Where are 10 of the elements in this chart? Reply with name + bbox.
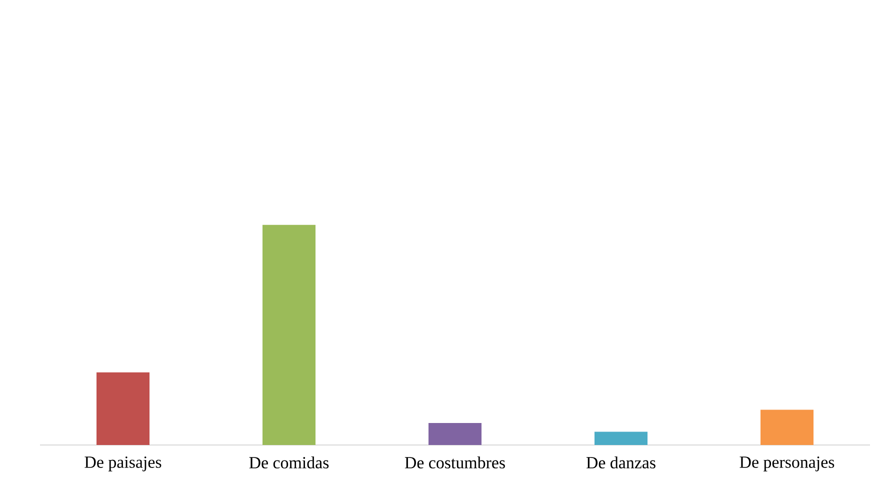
bar <box>262 224 316 445</box>
bar <box>760 410 814 445</box>
x-tick-label: De comidas <box>249 456 329 468</box>
bar <box>594 432 648 445</box>
bar <box>428 422 482 445</box>
x-tick-label: De paisajes <box>84 456 162 472</box>
x-tick-label: De costumbres <box>404 456 505 468</box>
x-tick-label: De danzas <box>586 456 656 468</box>
bar <box>96 372 150 445</box>
x-tick-label: De personajes <box>740 456 834 472</box>
